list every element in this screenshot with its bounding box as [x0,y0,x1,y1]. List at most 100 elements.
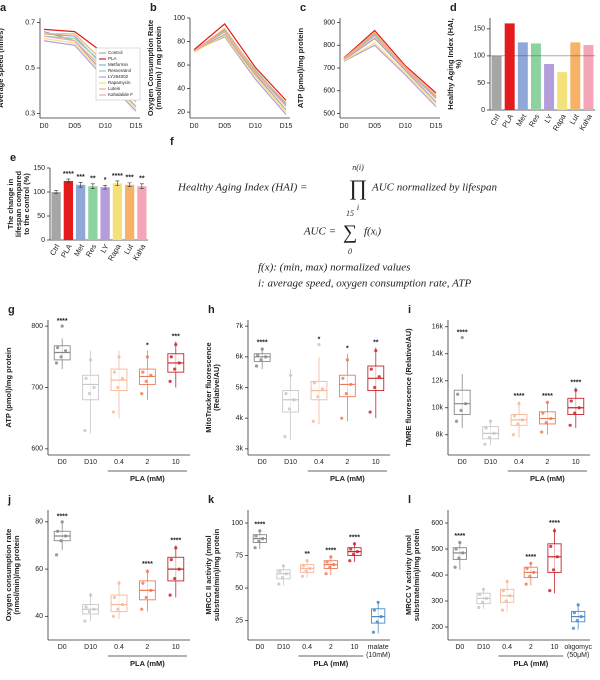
significance-label: ** [373,339,379,346]
data-point [483,442,487,446]
y-axis-label: Oxygen Consumption Rate (nmol/min) / mg … [147,19,163,117]
x-tick-label: D10 [84,459,97,466]
significance-label: **** [325,547,336,554]
y-tick-label: 40 [177,85,185,92]
y-tick-label: 5k [236,384,244,391]
data-point [376,600,380,604]
data-point [568,423,572,427]
series-line [343,37,437,103]
equation-auc-rhs: f(xᵢ) [364,226,381,238]
data-point [332,563,336,567]
legend-label: Metformin [108,62,129,67]
error-bar [78,182,83,188]
x-tick-label-box: D0 [455,644,465,651]
data-point [253,546,257,550]
panel-letter: l [408,494,411,506]
data-point [317,342,321,347]
error-bar [66,178,71,184]
y-tick-label: 0 [481,107,485,114]
data-point [116,385,120,390]
y-tick-label: 100 [473,53,485,60]
x-tick-label: 10 [550,644,559,651]
x-tick-label: D05 [68,123,81,130]
bar [88,186,98,240]
legend-label: Lutein [108,86,121,91]
box [253,353,271,362]
y-axis-label: Healthy Aging Index (HAI, %) [447,18,463,110]
data-point [549,544,553,549]
significance-label: *** [172,333,180,340]
x-tick-label-box: 0.4 [114,459,124,466]
panel-letter: c [300,2,306,14]
bar [100,187,110,240]
data-point [504,599,508,603]
bar [51,192,61,240]
series-line [343,42,437,105]
significance-label: **** [112,173,123,180]
x-tick-label-box: D0 [255,644,264,651]
data-point [529,561,533,565]
data-point [281,564,286,568]
x-tick-label: D0 [455,644,465,651]
y-tick-label: 7k [236,323,244,330]
panel-letter: k [208,494,215,506]
data-point [456,392,460,396]
equation-note2: i: average speed, oxygen consumption rat… [258,278,472,290]
data-point [301,564,305,568]
y-tick-label: 10k [432,405,444,412]
data-point [316,395,320,399]
x-tick-label-box: D10 [284,459,297,466]
data-point [344,392,348,396]
x-tick-label-box: D0 [258,459,267,466]
data-point [325,560,329,564]
significance-label: * [346,346,349,353]
y-tick-label: 60 [177,62,185,69]
data-point [144,379,148,383]
data-point [261,537,265,541]
y-axis-label: ATP (pmol)/mg protein [297,27,305,109]
data-point [292,398,296,402]
data-point [328,565,332,569]
data-point [345,358,349,362]
data-point [371,630,376,634]
significance-label: **** [142,561,153,568]
y-axis-label-box: Oxygen Consumption Rate (nmol/min) / mg … [147,19,163,117]
data-point [524,582,528,586]
bar [137,186,147,240]
equation-prod-top: n(i) [352,163,364,172]
x-tick-label: D10 [99,123,112,130]
significance-label: ** [90,176,96,183]
x-tick-label: D10 [477,644,490,651]
significance-label: *** [126,175,134,182]
x-tick-label: Res [84,242,99,258]
data-point [375,620,379,624]
data-point [173,367,177,371]
data-point [349,382,353,387]
panel-letter: j [7,494,11,506]
y-tick-label: 200 [431,624,443,631]
significance-label: **** [514,393,525,400]
y-axis-label: Oxygen consumption rate (nmol/min)/mg pr… [5,528,21,622]
data-point [508,594,512,598]
x-tick-label: 2 [145,459,150,466]
data-point [169,558,173,562]
x-tick-label: 0.4 [502,644,513,651]
data-point [145,569,149,574]
x-tick-label: LY [542,112,554,124]
data-point [480,600,485,604]
error-bar [127,182,132,188]
data-point [56,346,60,350]
data-point [544,421,548,425]
data-point [87,392,92,396]
x-tick-label: 10 [171,644,180,651]
data-point [311,419,315,423]
x-tick-label: D0 [57,644,67,651]
error-bar [90,183,95,189]
x-tick-label: D0 [457,459,467,466]
y-axis-label-box: ATP (pmol)/mg protein [297,27,305,109]
y-tick-label: 600 [431,520,443,527]
x-tick-label: PLA [59,242,74,259]
x-tick-label: D10 [277,644,290,651]
bar [75,184,86,240]
y-tick-label: 6k [236,354,244,361]
